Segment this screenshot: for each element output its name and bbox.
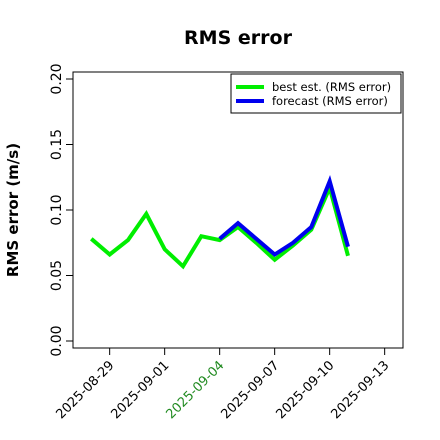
y-tick-label: 0.10: [49, 194, 65, 225]
legend-label-forecast: forecast (RMS error): [272, 94, 388, 108]
y-axis-label: RMS error (m/s): [4, 143, 22, 277]
legend-box: [230, 73, 402, 114]
y-axis: 0.00 0.05 0.10 0.15 0.20: [49, 63, 73, 357]
y-tick-label: 0.15: [49, 129, 65, 160]
series-layer: [90, 174, 350, 270]
x-tick-label: 2025-09-13: [328, 358, 392, 422]
x-tick-label: 2025-09-07: [218, 358, 282, 422]
x-tick-label: 2025-09-10: [273, 358, 337, 422]
legend: best est. (RMS error) forecast (RMS erro…: [230, 73, 402, 114]
x-tick-label: 2025-09-04: [163, 358, 227, 422]
y-tick-label: 0.00: [49, 325, 65, 356]
x-tick-label: 2025-09-01: [108, 358, 172, 422]
series-line-best-est: [90, 181, 350, 270]
x-axis: 2025-08-292025-09-012025-09-042025-09-07…: [53, 348, 392, 422]
y-tick-label: 0.20: [49, 63, 65, 94]
legend-label-best-est: best est. (RMS error): [272, 80, 391, 94]
series-line-forecast: [218, 174, 350, 257]
y-tick-label: 0.05: [49, 260, 65, 291]
x-tick-label: 2025-08-29: [53, 358, 117, 422]
chart-title: RMS error: [184, 27, 293, 49]
